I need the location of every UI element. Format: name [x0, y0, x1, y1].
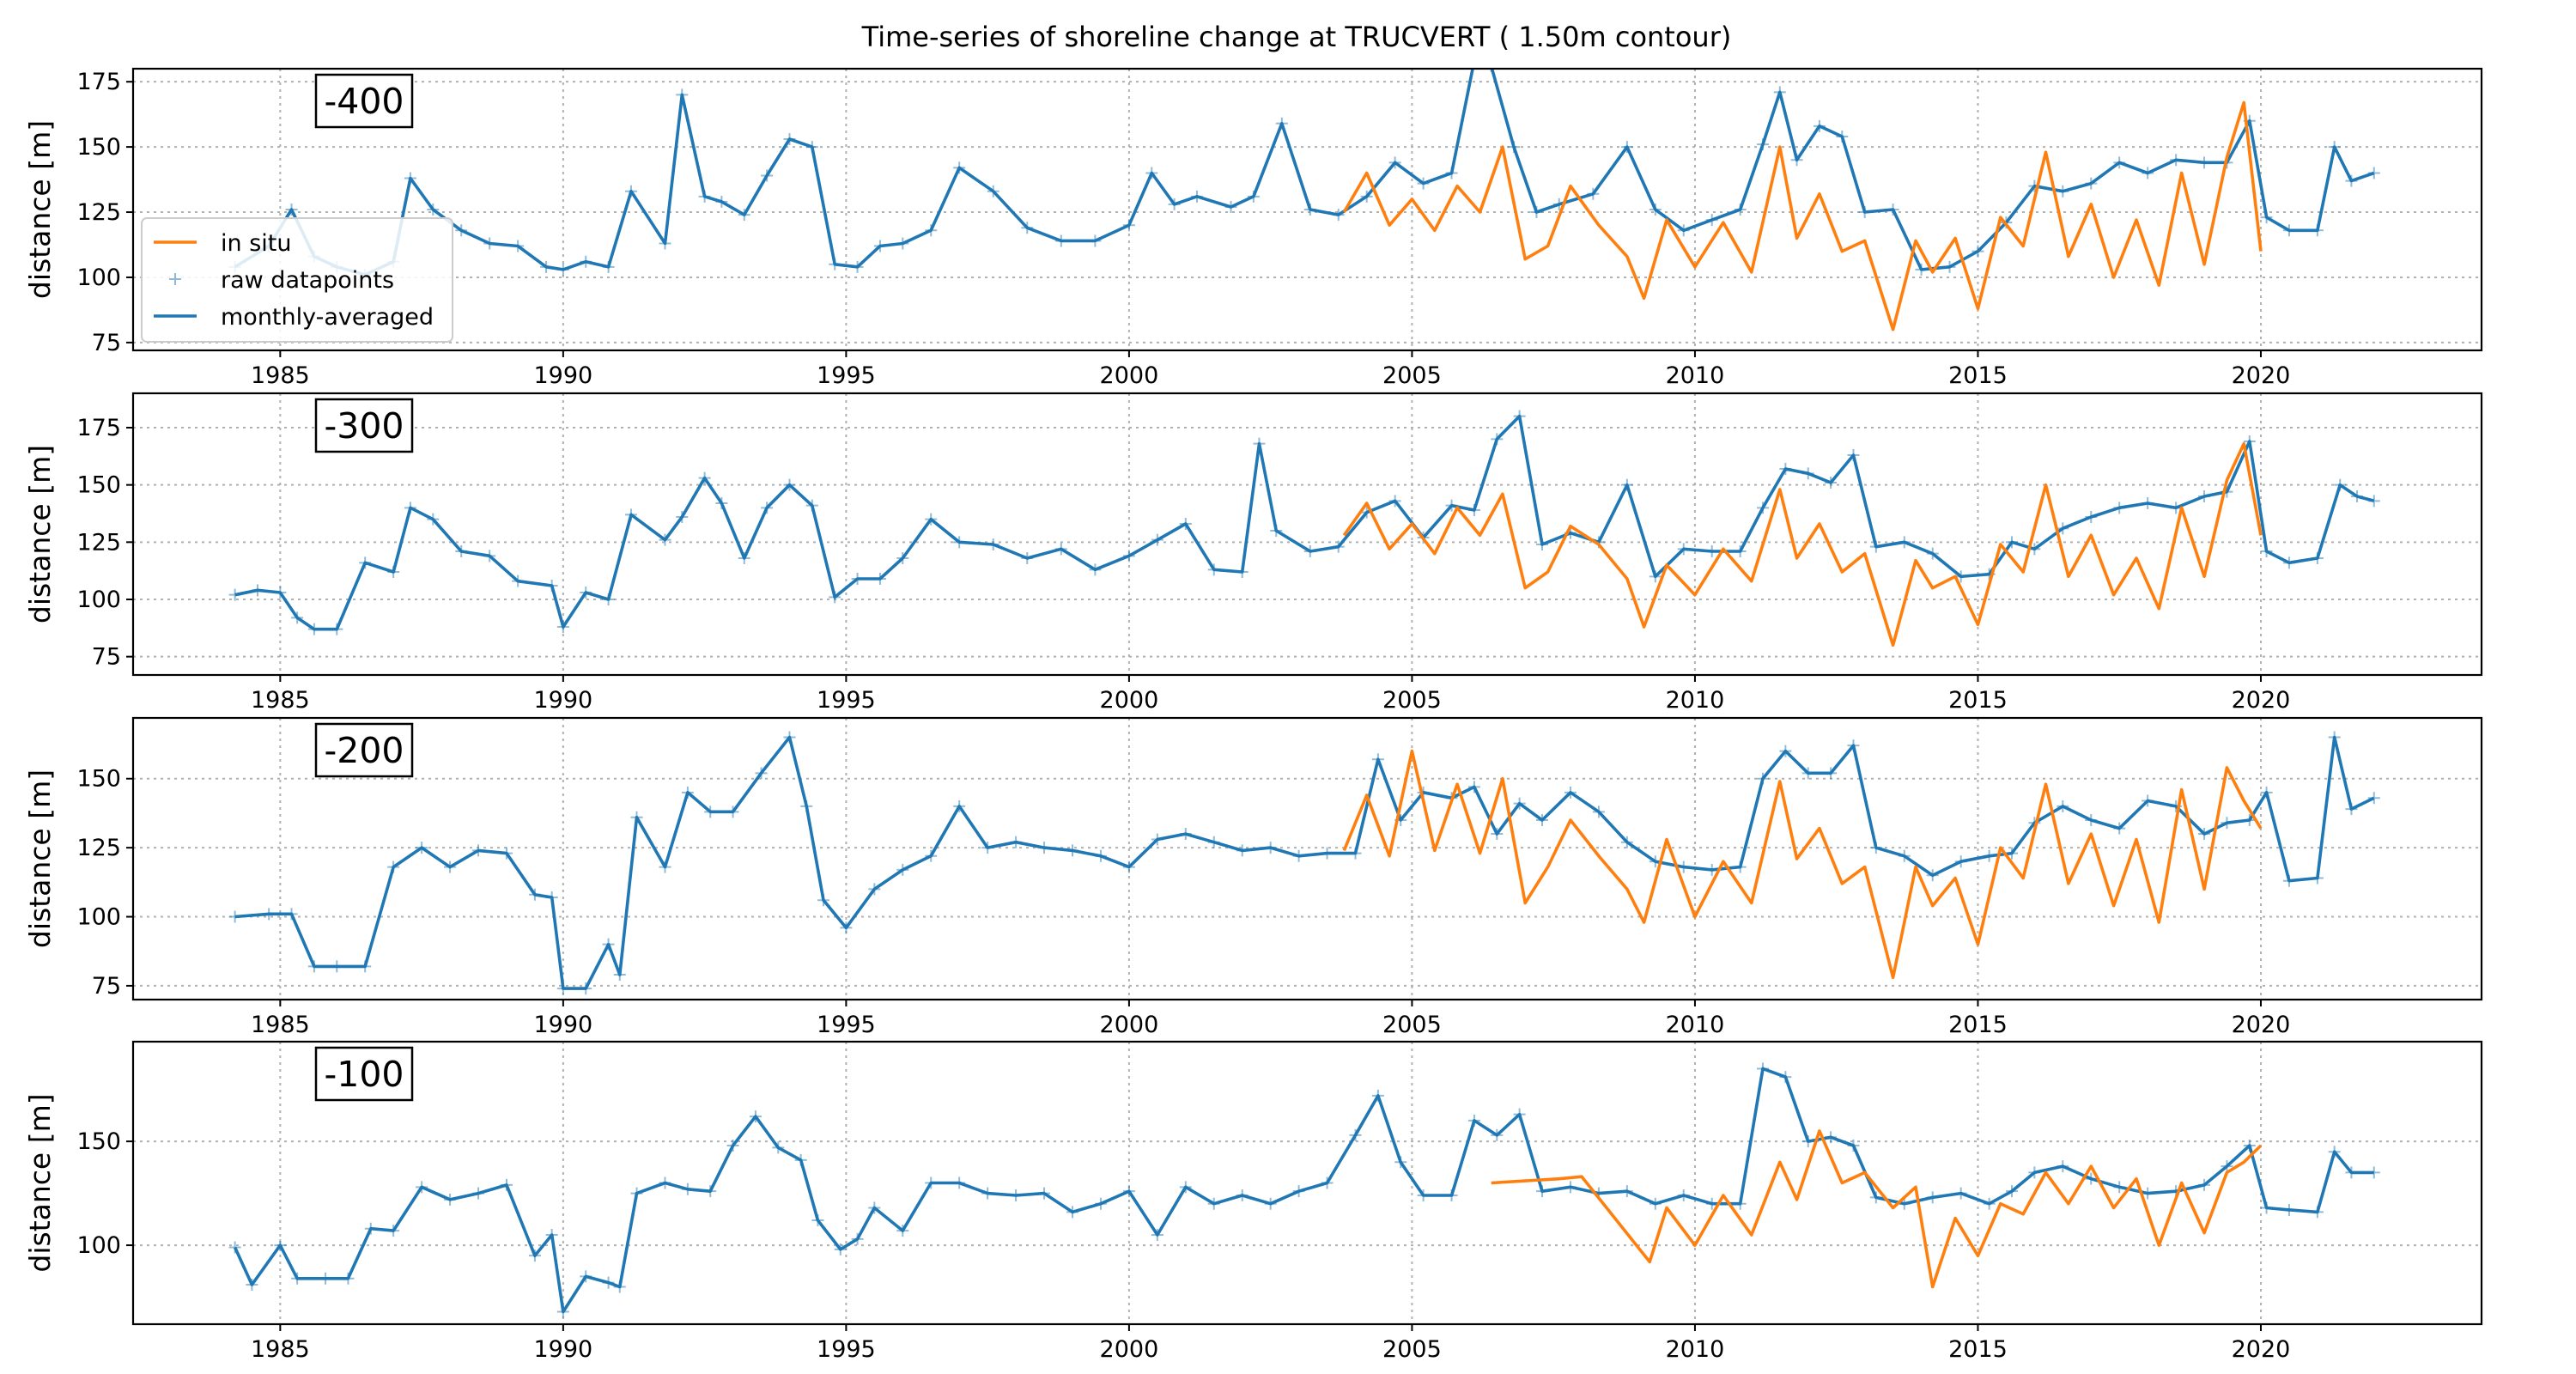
axes-frame: [131, 716, 2483, 1001]
series-line-monthly-averaged: [234, 414, 2375, 631]
x-tick-label: 2015: [1948, 1012, 2008, 1038]
y-axis-label: distance [m]: [23, 769, 57, 948]
x-tick-label: 1995: [817, 1012, 876, 1038]
legend-swatch-raw: [169, 273, 181, 285]
x-tick-label: 2000: [1100, 362, 1159, 389]
y-axis-label: distance [m]: [23, 445, 57, 623]
axes-frame: [131, 1040, 2483, 1326]
x-tick-label: 2005: [1382, 1336, 1442, 1363]
x-tick-label: 1995: [817, 1336, 876, 1363]
y-tick-label: 150: [76, 472, 121, 499]
series-line-in-situ: [1342, 749, 2263, 980]
transect-label: -100: [324, 1054, 404, 1095]
x-tick-label: 1990: [534, 687, 593, 714]
x-tick-label: 2010: [1666, 1012, 1725, 1038]
transect-label: -200: [324, 730, 404, 771]
raw-datapoint: [1468, 55, 1480, 67]
x-tick-label: 2020: [2232, 362, 2291, 389]
transect-label: -300: [324, 405, 404, 447]
y-tick-label: 100: [76, 264, 121, 291]
x-tick-label: 1990: [534, 1336, 593, 1363]
x-tick-label: 2010: [1666, 1336, 1725, 1363]
y-tick-label: 175: [76, 415, 121, 441]
x-tick-label: 1985: [251, 687, 310, 714]
series-line-in-situ: [1342, 100, 2263, 331]
x-tick-label: 2005: [1382, 687, 1442, 714]
panels-container: 1985 1990 1995 2000 2005 2010 2015 2020 75 100 125…: [23, 55, 2483, 1363]
plot-area: [228, 55, 2380, 331]
y-axis-label: distance [m]: [23, 1093, 57, 1272]
y-tick-label: 100: [76, 587, 121, 613]
y-tick-label: 150: [76, 766, 121, 793]
x-tick-label: 1985: [251, 1012, 310, 1038]
transect-label-box: [314, 1046, 414, 1102]
transect-label-box: [314, 398, 414, 453]
y-tick-label: 150: [76, 134, 121, 161]
axes-frame: [131, 392, 2483, 677]
transect-label-box: [314, 722, 414, 778]
series-line-monthly-averaged: [234, 735, 2375, 990]
x-tick-label: 2000: [1100, 687, 1159, 714]
x-tick-label: 2015: [1948, 1336, 2008, 1363]
x-tick-label: 2000: [1100, 1012, 1159, 1038]
plot-area: [228, 410, 2380, 647]
axes-frame: [131, 67, 2483, 352]
y-axis-label: distance [m]: [23, 120, 57, 299]
y-tick-label: 100: [76, 1232, 121, 1259]
plot-area: [228, 731, 2380, 995]
x-tick-label: 2010: [1666, 687, 1725, 714]
y-tick-label: 150: [76, 1128, 121, 1155]
plot-area: [228, 1062, 2380, 1318]
x-tick-label: 2005: [1382, 1012, 1442, 1038]
x-tick-label: 2020: [2232, 687, 2291, 714]
x-tick-label: 2020: [2232, 1336, 2291, 1363]
series-line-in-situ: [1491, 1129, 2263, 1289]
legend-entry: monthly-averaged: [221, 304, 434, 331]
x-tick-label: 2005: [1382, 362, 1442, 389]
y-tick-label: 125: [76, 529, 121, 556]
x-tick-label: 1995: [817, 362, 876, 389]
x-tick-label: 1985: [251, 362, 310, 389]
y-tick-label: 125: [76, 835, 121, 861]
y-tick-label: 125: [76, 199, 121, 226]
transect-label-box: [314, 73, 414, 129]
x-tick-label: 1995: [817, 687, 876, 714]
series-line-monthly-averaged: [234, 69, 2375, 277]
y-tick-label: 75: [92, 330, 121, 356]
x-tick-label: 1990: [534, 1012, 593, 1038]
chart-panel-2: 1985 1990 1995 2000 2005 2010 2015 2020 75 100 125…: [23, 392, 2483, 714]
legend-entry: in situ: [221, 230, 291, 257]
x-tick-label: 2000: [1100, 1336, 1159, 1363]
chart-panel-4: 1985 1990 1995 2000 2005 2010 2015 2020 100 150 di…: [23, 1040, 2483, 1363]
figure-title: Time-series of shoreline change at TRUCV…: [861, 21, 1732, 53]
raw-datapoint: [2367, 792, 2380, 805]
y-tick-label: 100: [76, 904, 121, 931]
x-tick-label: 2010: [1666, 362, 1725, 389]
x-tick-label: 1985: [251, 1336, 310, 1363]
chart-panel-3: 1985 1990 1995 2000 2005 2010 2015 2020 75 100 125…: [23, 716, 2483, 1038]
x-tick-label: 1990: [534, 362, 593, 389]
x-tick-label: 2015: [1948, 687, 2008, 714]
series-line-in-situ: [1342, 441, 2263, 647]
y-tick-label: 75: [92, 644, 121, 671]
x-tick-label: 2020: [2232, 1012, 2291, 1038]
legend: in situ raw datapoints monthly-averaged: [141, 217, 453, 343]
series-line-monthly-averaged: [233, 1067, 2374, 1314]
x-tick-label: 2015: [1948, 362, 2008, 389]
y-tick-label: 175: [76, 69, 121, 95]
transect-label: -400: [324, 81, 404, 122]
chart-panel-1: 1985 1990 1995 2000 2005 2010 2015 2020 75 100 125…: [23, 55, 2483, 389]
legend-box: [141, 217, 453, 343]
legend-entry: raw datapoints: [221, 267, 394, 294]
y-tick-label: 75: [92, 973, 121, 1000]
